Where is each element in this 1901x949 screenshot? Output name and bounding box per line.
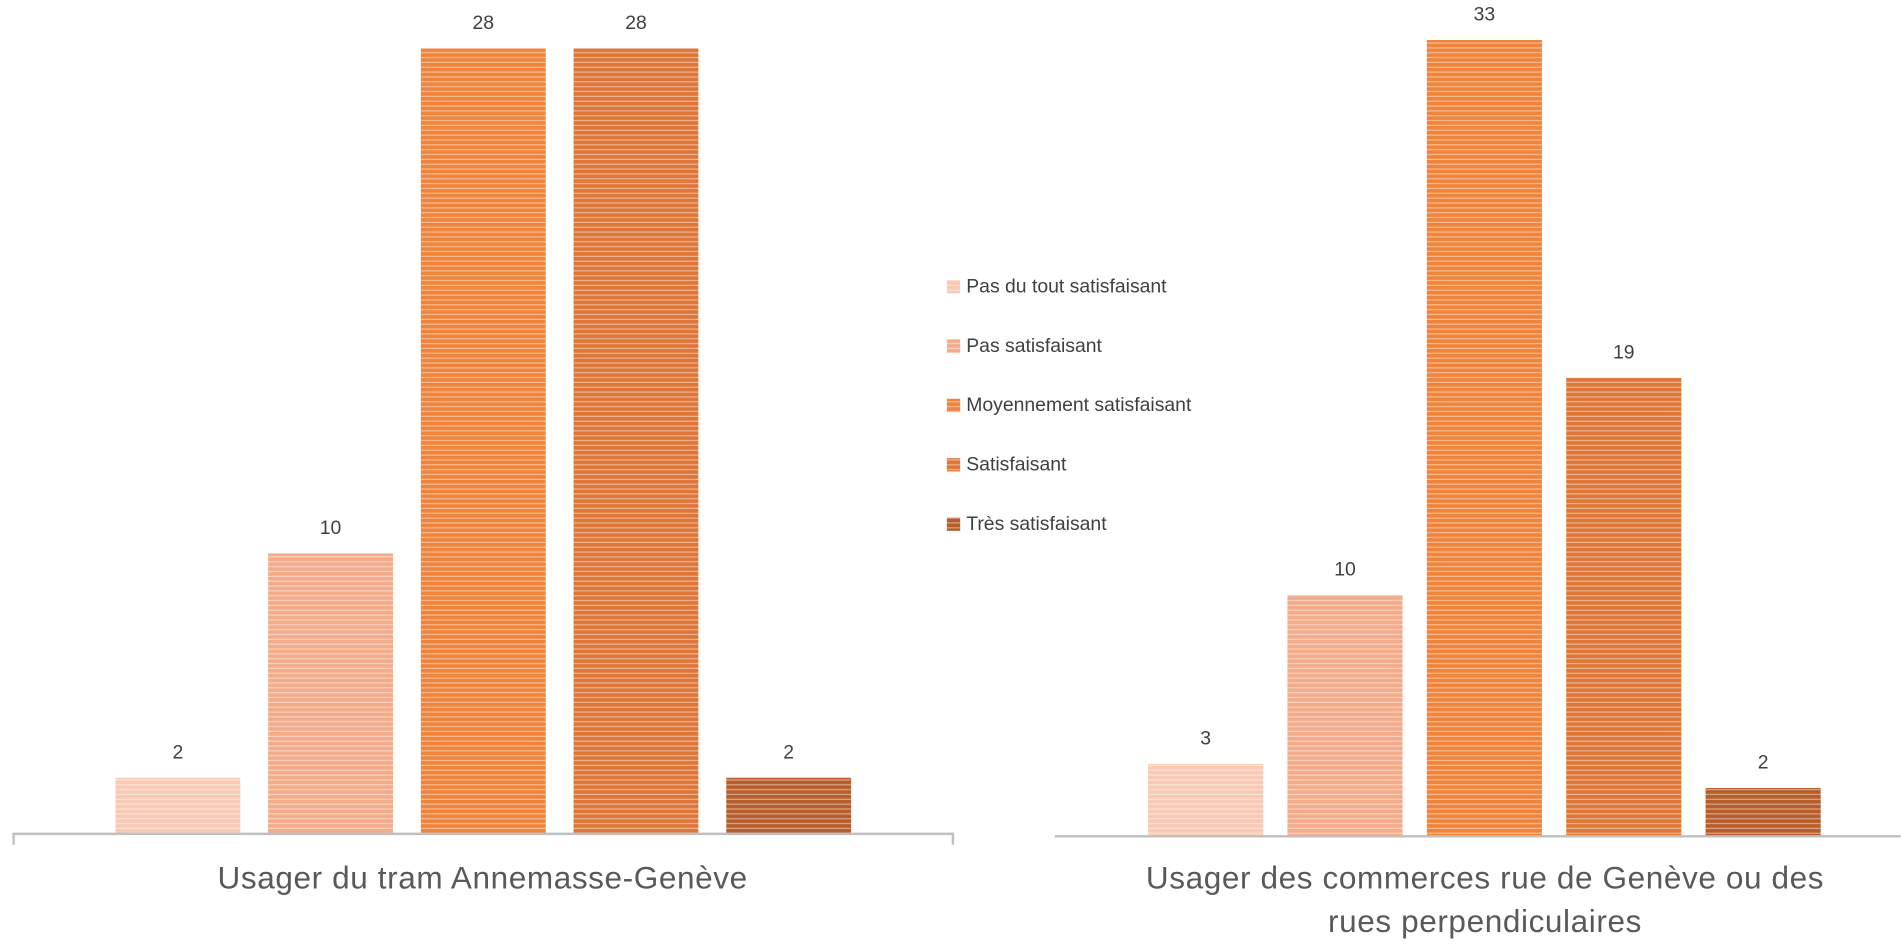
data-label: 10 bbox=[320, 517, 342, 539]
category-label: Usager du tram Annemasse-Genève bbox=[217, 859, 748, 896]
legend-swatch bbox=[946, 517, 961, 531]
category-label-box: Usager du tram Annemasse-Genève bbox=[217, 859, 748, 896]
bar bbox=[268, 553, 393, 834]
bar bbox=[420, 48, 546, 834]
category-label: Usager des commerces rue de Genève ou de… bbox=[1145, 859, 1825, 940]
data-label: 19 bbox=[1613, 341, 1635, 363]
bar bbox=[1426, 39, 1542, 837]
data-label: 2 bbox=[172, 741, 183, 763]
legend-label: Pas satisfaisant bbox=[966, 335, 1102, 357]
data-label: 2 bbox=[1758, 752, 1769, 774]
bar bbox=[1148, 763, 1264, 837]
bar bbox=[726, 777, 852, 834]
data-label: 2 bbox=[783, 741, 794, 763]
legend-swatch bbox=[946, 398, 961, 413]
legend-label: Moyennement satisfaisant bbox=[966, 394, 1192, 416]
data-label: 3 bbox=[1200, 728, 1211, 750]
data-label: 28 bbox=[472, 12, 494, 34]
legend-swatch bbox=[946, 458, 961, 472]
legend-label: Très satisfaisant bbox=[966, 513, 1107, 535]
category-label-box: Usager des commerces rue de Genève ou de… bbox=[1145, 859, 1825, 940]
legend: Pas du tout satisfaisant Pas satisfaisant… bbox=[946, 275, 1192, 535]
legend-label: Satisfaisant bbox=[966, 454, 1067, 476]
bar bbox=[1287, 594, 1403, 837]
legend-label: Pas du tout satisfaisant bbox=[966, 275, 1167, 297]
data-label: 33 bbox=[1474, 4, 1496, 26]
bar bbox=[1566, 377, 1682, 837]
bar bbox=[115, 777, 241, 834]
data-label: 28 bbox=[625, 12, 647, 34]
bar bbox=[573, 48, 699, 834]
legend-swatch bbox=[946, 339, 961, 353]
legend-swatch bbox=[946, 279, 961, 294]
bar bbox=[1705, 788, 1821, 837]
data-label: 10 bbox=[1334, 559, 1356, 581]
